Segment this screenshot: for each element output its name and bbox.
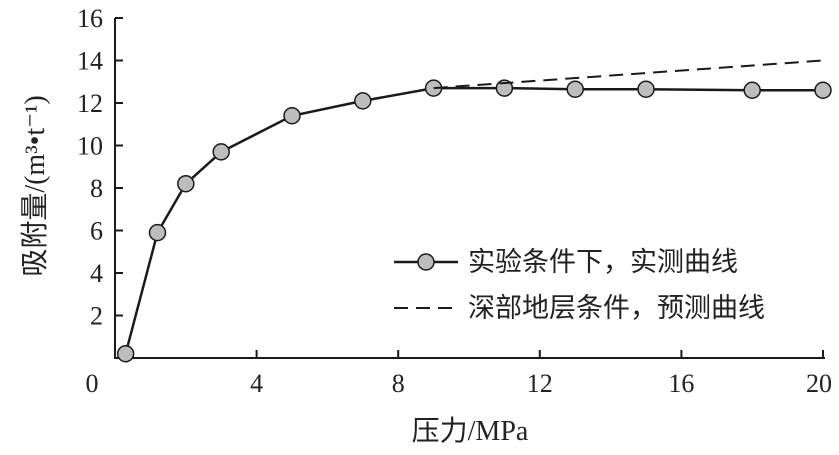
data-point [212, 143, 230, 161]
data-point [116, 345, 135, 363]
x-tick-label: 12 [527, 369, 553, 398]
y-tick-label: 4 [90, 259, 103, 288]
data-point [566, 80, 584, 98]
predicted-curve-line [433, 59, 824, 90]
legend-marker [417, 253, 435, 271]
y-axis-title: 吸附量/(m³•t⁻¹) [19, 95, 51, 276]
data-point [177, 175, 195, 193]
y-tick-label: 10 [77, 132, 103, 161]
y-tick-label: 14 [77, 47, 103, 76]
y-tick-label: 16 [77, 4, 103, 33]
x-tick-label: 8 [392, 369, 405, 398]
x-tick-label: 4 [250, 369, 263, 398]
data-point [148, 223, 167, 242]
data-point [743, 81, 761, 99]
measured-curve-line [124, 86, 823, 355]
data-point [283, 107, 301, 125]
x-axis-title: 压力/MPa [412, 415, 529, 447]
legend-item: 实验条件下，实测曲线 [394, 247, 738, 277]
y-tick-label: 12 [77, 89, 103, 118]
legend-item: 深部地层条件，预测曲线 [394, 293, 765, 323]
y-tick-label: 6 [90, 217, 103, 246]
series-group [116, 59, 832, 363]
data-point [814, 81, 832, 99]
legend-label: 实验条件下，实测曲线 [468, 247, 738, 277]
x-tick-label: 16 [668, 369, 694, 398]
y-tick-label: 2 [90, 302, 103, 331]
x-tick-label: 0 [86, 369, 99, 398]
data-point [637, 80, 655, 98]
data-point [354, 92, 372, 110]
y-tick-label: 8 [90, 174, 103, 203]
axes [114, 17, 825, 359]
legend-label: 深部地层条件，预测曲线 [468, 293, 765, 323]
x-tick-label: 20 [806, 369, 832, 398]
